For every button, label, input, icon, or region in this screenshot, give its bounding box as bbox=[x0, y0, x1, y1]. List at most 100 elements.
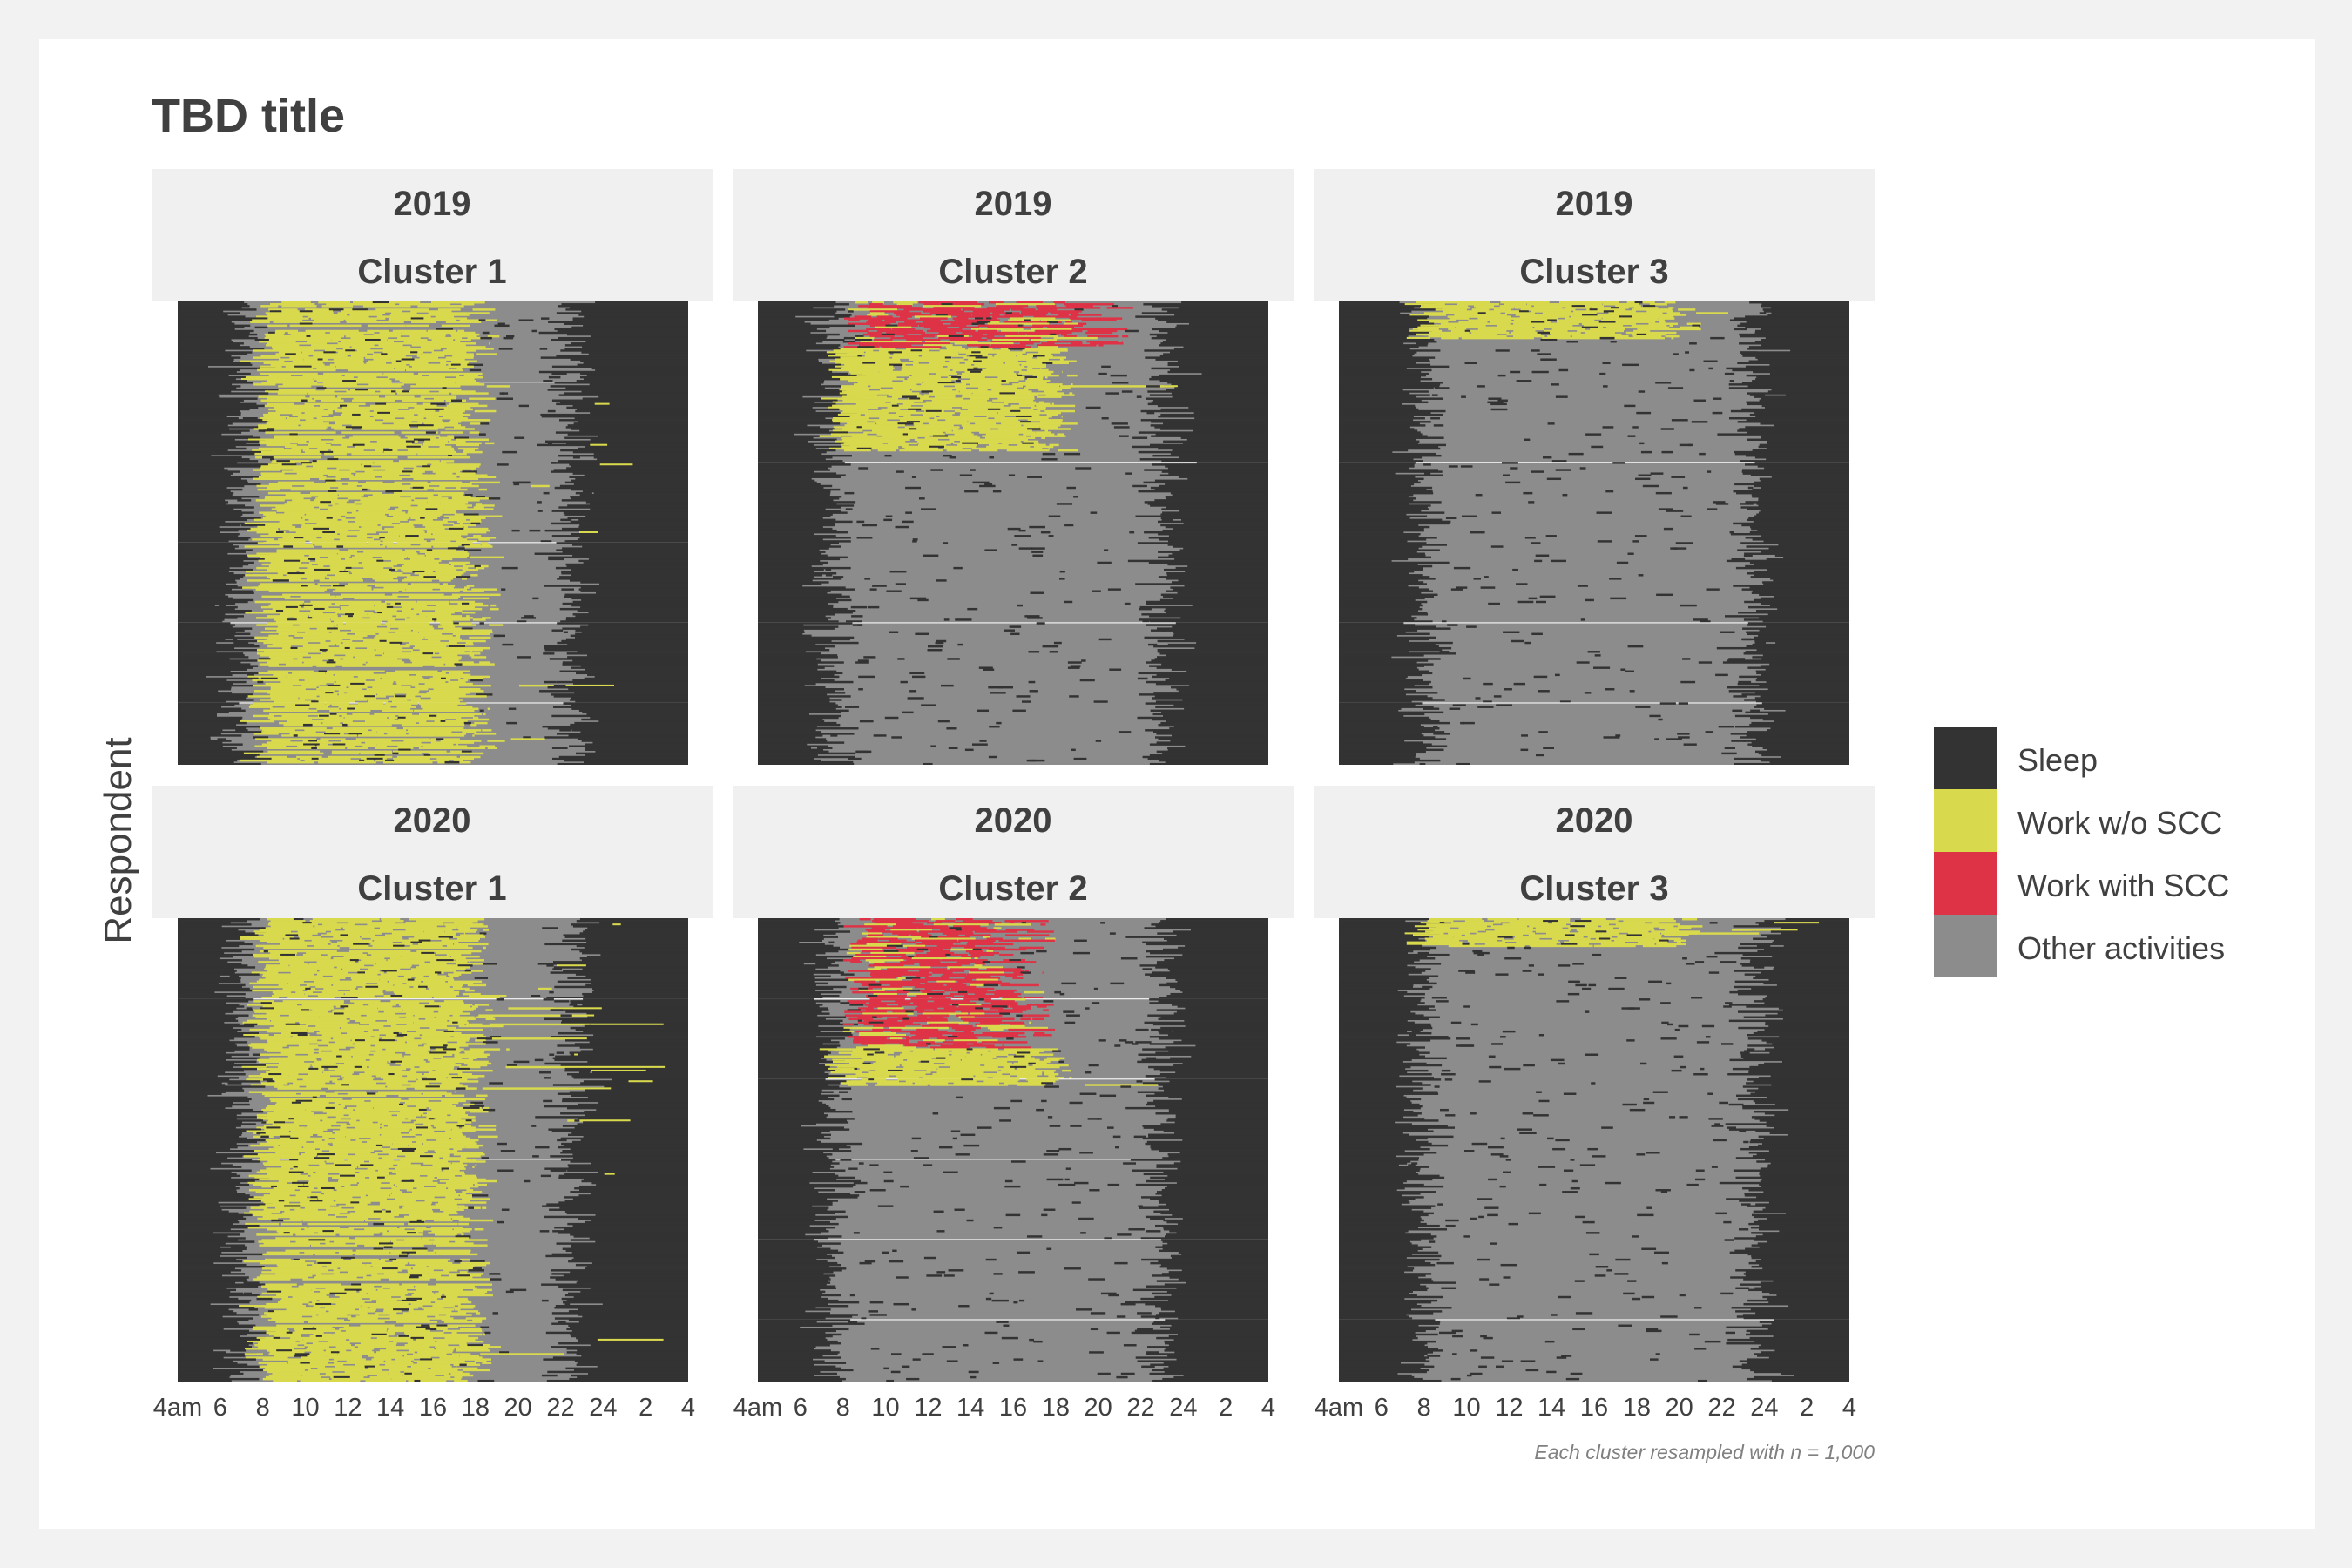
heatmap-cell bbox=[384, 527, 445, 531]
heatmap-cell bbox=[326, 1094, 387, 1098]
heatmap-cell bbox=[1339, 506, 1428, 509]
heatmap-cell bbox=[1031, 435, 1066, 437]
heatmap-cell bbox=[355, 520, 401, 524]
heatmap-cell bbox=[270, 1099, 299, 1103]
heatmap-cell bbox=[587, 1016, 688, 1018]
heatmap-cell bbox=[1339, 515, 1428, 517]
heatmap-cell bbox=[178, 454, 212, 457]
heatmap-cell bbox=[1339, 733, 1422, 735]
heatmap-cell bbox=[565, 426, 688, 429]
heatmap-cell bbox=[1660, 428, 1674, 430]
heatmap-cell bbox=[1475, 697, 1481, 700]
heatmap-cell bbox=[1752, 656, 1849, 659]
heatmap-cell bbox=[355, 517, 410, 520]
heatmap-cell bbox=[1009, 625, 1022, 628]
heatmap-cell bbox=[1111, 422, 1128, 425]
heatmap-cell bbox=[451, 1128, 497, 1131]
heatmap-cell bbox=[1654, 738, 1659, 740]
heatmap-cell bbox=[1158, 576, 1268, 578]
heatmap-cell bbox=[341, 740, 392, 742]
heatmap-cell bbox=[178, 684, 256, 687]
heatmap-cell bbox=[758, 634, 812, 638]
heatmap-cell bbox=[1510, 467, 1518, 470]
heatmap-cell bbox=[1610, 341, 1617, 343]
heatmap-cell bbox=[1044, 409, 1075, 413]
heatmap-cell bbox=[758, 452, 822, 456]
heatmap-cell bbox=[459, 1065, 481, 1069]
heatmap-cell bbox=[1154, 426, 1268, 429]
heatmap-cell bbox=[1339, 535, 1419, 537]
heatmap-cell bbox=[256, 1132, 266, 1134]
heatmap-cell bbox=[178, 390, 232, 393]
heatmap-cell bbox=[414, 406, 448, 409]
heatmap-cell bbox=[1769, 760, 1849, 764]
heatmap-cell bbox=[1060, 385, 1071, 388]
heatmap-cell bbox=[307, 341, 339, 343]
heatmap-cell bbox=[758, 556, 848, 559]
heatmap-cell bbox=[1756, 704, 1849, 706]
heatmap-cell bbox=[1764, 707, 1849, 710]
heatmap-cell bbox=[1062, 370, 1063, 374]
heatmap-cell bbox=[1551, 333, 1622, 336]
heatmap-cell bbox=[593, 491, 688, 495]
heatmap-cell bbox=[427, 1058, 473, 1062]
heatmap-cell bbox=[350, 989, 383, 992]
heatmap-cell bbox=[470, 522, 481, 525]
heatmap-cell bbox=[258, 658, 271, 660]
heatmap-cell bbox=[277, 1087, 322, 1090]
heatmap-cell bbox=[324, 649, 375, 652]
heatmap-cell bbox=[921, 390, 933, 393]
heatmap-cell bbox=[280, 943, 328, 946]
heatmap-cell bbox=[1147, 757, 1268, 760]
heatmap-cell bbox=[297, 1034, 308, 1037]
heatmap-cell bbox=[758, 723, 841, 727]
heatmap-cell bbox=[557, 1139, 567, 1142]
heatmap-cell bbox=[426, 1116, 476, 1119]
heatmap-cell bbox=[1524, 641, 1531, 645]
heatmap-cell bbox=[1339, 353, 1415, 355]
heatmap-cell bbox=[758, 656, 838, 659]
heatmap-cell bbox=[368, 699, 408, 701]
heatmap-cell bbox=[984, 483, 993, 486]
heatmap-cell bbox=[1172, 552, 1268, 555]
heatmap-cell bbox=[308, 963, 376, 965]
heatmap-cell bbox=[178, 314, 228, 316]
heatmap-cell bbox=[350, 1048, 383, 1051]
heatmap-cell bbox=[1159, 355, 1268, 357]
heatmap-cell bbox=[264, 968, 341, 970]
heatmap-cell bbox=[573, 483, 688, 486]
heatmap-cell bbox=[1555, 673, 1560, 677]
heatmap-cell bbox=[905, 486, 921, 490]
heatmap-cell bbox=[758, 713, 809, 716]
heatmap-cell bbox=[573, 554, 688, 557]
heatmap-cell bbox=[1756, 677, 1762, 680]
heatmap-cell bbox=[1158, 415, 1268, 418]
heatmap-cell bbox=[557, 622, 688, 625]
heatmap-cell bbox=[879, 370, 956, 374]
heatmap-cell bbox=[405, 324, 429, 328]
heatmap-cell bbox=[369, 1058, 424, 1062]
heatmap-cell bbox=[329, 564, 394, 568]
heatmap-cell bbox=[758, 484, 833, 488]
heatmap-cell bbox=[885, 324, 898, 328]
heatmap-cell bbox=[1178, 476, 1268, 478]
heatmap-cell bbox=[758, 351, 827, 354]
heatmap-cell bbox=[531, 329, 537, 333]
heatmap-cell bbox=[378, 1039, 395, 1042]
heatmap-cell bbox=[347, 1031, 395, 1035]
heatmap-cell bbox=[296, 755, 322, 759]
heatmap-cell bbox=[341, 677, 381, 680]
heatmap-cell bbox=[478, 1125, 497, 1127]
heatmap-cell bbox=[375, 609, 397, 612]
heatmap-cell bbox=[996, 305, 1029, 308]
heatmap-cell bbox=[465, 1119, 472, 1122]
heatmap-cell bbox=[375, 747, 414, 749]
heatmap-cell bbox=[892, 387, 966, 389]
heatmap-cell bbox=[1339, 570, 1415, 573]
heatmap-cell bbox=[487, 740, 505, 742]
heatmap-cell bbox=[1751, 591, 1849, 594]
heatmap-cell bbox=[572, 456, 580, 459]
heatmap-cell bbox=[556, 542, 688, 544]
heatmap-cell bbox=[911, 476, 916, 478]
heatmap-cell bbox=[582, 490, 688, 493]
